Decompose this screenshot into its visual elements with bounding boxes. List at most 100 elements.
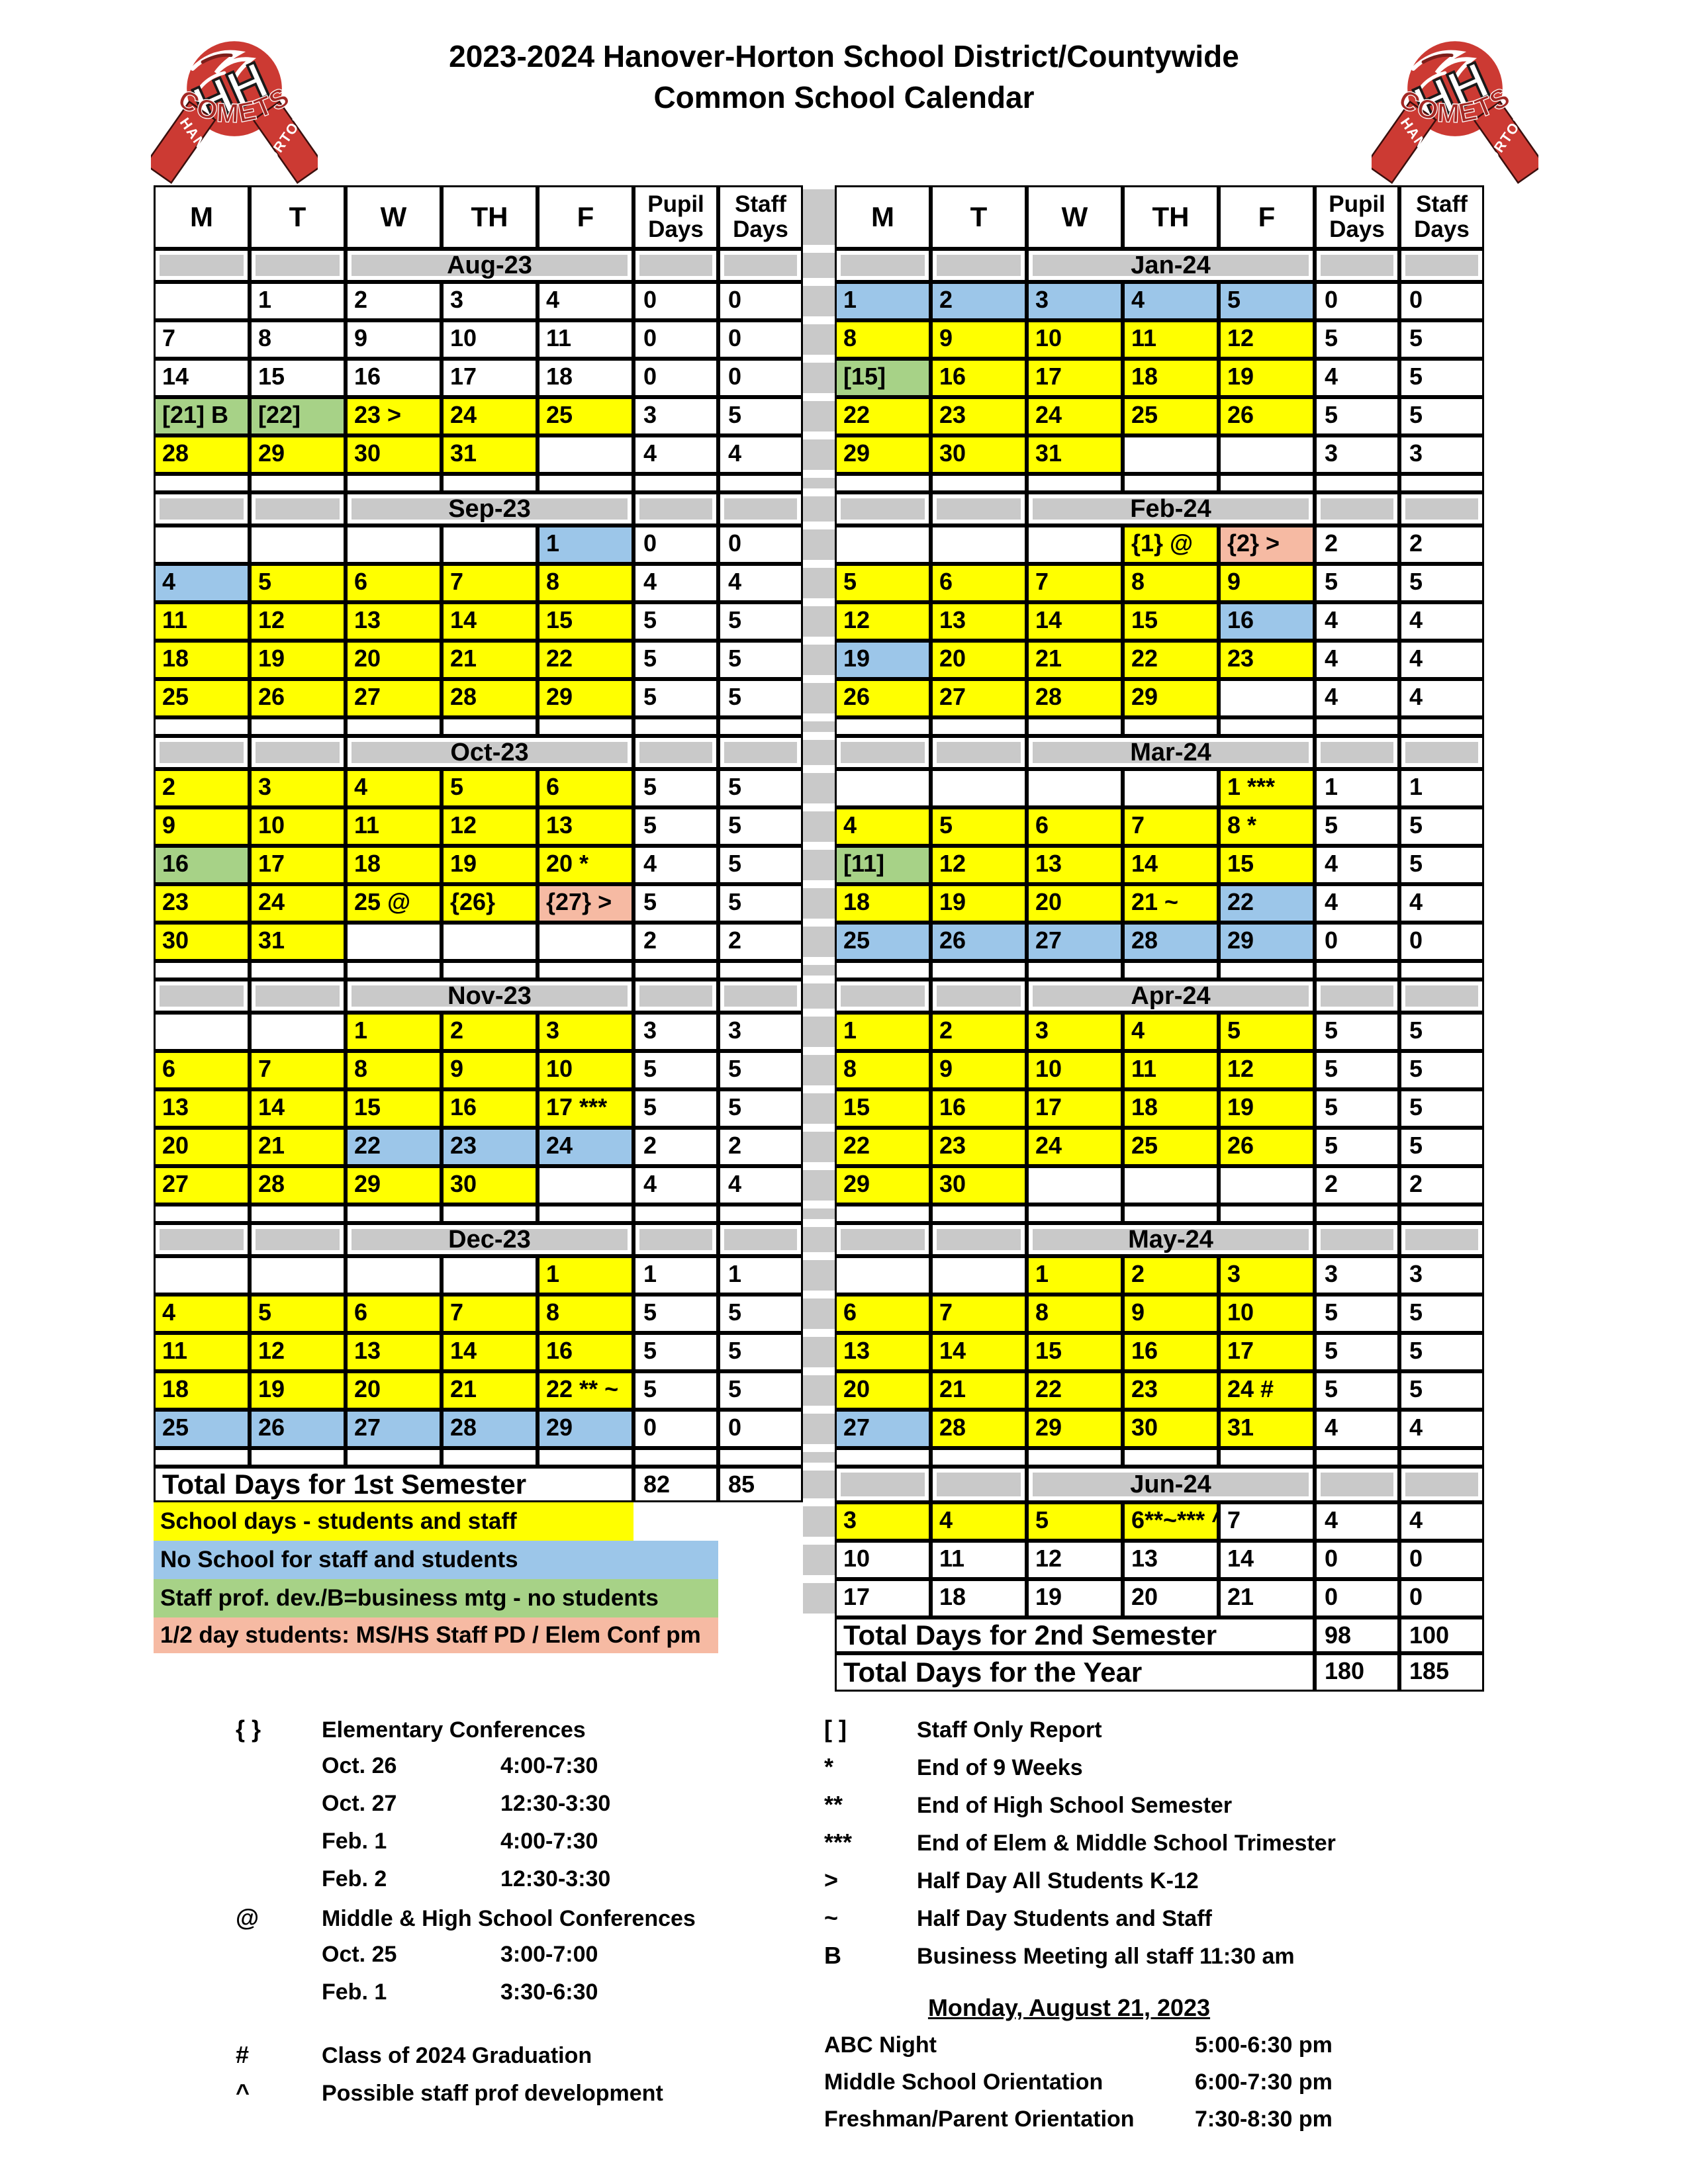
day-cell: 23 [931, 397, 1027, 435]
month-band-label: Dec-23 [346, 1223, 633, 1256]
spacer-cell [538, 1205, 633, 1223]
pupil-days-value: 5 [1315, 1128, 1399, 1166]
day-header-W: W [346, 185, 442, 249]
day-cell: 3 [1027, 282, 1123, 320]
day-cell [931, 525, 1027, 564]
spacer-cell [538, 961, 633, 979]
at-symbol: @ [236, 1904, 259, 1931]
day-cell: 18 [1123, 359, 1219, 397]
month-band [1399, 249, 1484, 282]
day-cell: 23 [442, 1128, 538, 1166]
day-cell: 5 [442, 769, 538, 807]
staff-days-value: 4 [718, 1166, 803, 1205]
day-cell: 31 [442, 435, 538, 474]
day-cell: 21 [250, 1128, 346, 1166]
day-cell [154, 1256, 250, 1295]
separator-cell [803, 1467, 835, 1502]
spacer-cell [718, 1205, 803, 1223]
tilde-symbol: ~ [824, 1904, 839, 1931]
pupil-days-value: 0 [633, 525, 718, 564]
month-band [1315, 1223, 1399, 1256]
spacer-cell [931, 717, 1027, 736]
greater-than-symbol: > [824, 1866, 839, 1893]
separator-cell [803, 1333, 835, 1371]
month-band [835, 1467, 931, 1502]
pupil-days-value: 1 [1315, 769, 1399, 807]
spacer-cell [1399, 961, 1484, 979]
pupil-days-value: 0 [633, 359, 718, 397]
day-cell: 23 [154, 884, 250, 923]
day-cell [931, 1256, 1027, 1295]
day-cell: 27 [835, 1410, 931, 1448]
day-cell: 13 [346, 602, 442, 641]
day-cell: 24 [1027, 397, 1123, 435]
pupil-days-value: 5 [633, 679, 718, 717]
day-cell: 23 > [346, 397, 442, 435]
day-cell: 14 [1123, 846, 1219, 884]
spacer-cell [1123, 474, 1219, 492]
day-cell: 15 [1219, 846, 1315, 884]
day-cell: 29 [1219, 923, 1315, 961]
day-cell: 27 [1027, 923, 1123, 961]
spacer-cell [154, 1205, 250, 1223]
pupil-days-value: 0 [633, 320, 718, 359]
staff-days-value: 2 [718, 1128, 803, 1166]
spacer-cell [1219, 1448, 1315, 1467]
day-cell: 1 [538, 1256, 633, 1295]
conference-legend: { } Elementary Conferences Oct. 26 4:00-… [236, 1715, 818, 2116]
day-cell: 11 [931, 1541, 1027, 1579]
staff-days-value: 4 [718, 564, 803, 602]
color-key-half-day: 1/2 day students: MS/HS Staff PD / Elem … [154, 1617, 718, 1653]
event-row: Freshman/Parent Orientation 7:30-8:30 pm [824, 2107, 1333, 2132]
pupil-days-value: 4 [633, 846, 718, 884]
staff-days-value: 5 [1399, 1371, 1484, 1410]
day-cell: 2 [154, 769, 250, 807]
day-cell: 29 [1027, 1410, 1123, 1448]
day-cell: 30 [931, 1166, 1027, 1205]
day-cell: 17 [442, 359, 538, 397]
spacer-cell [154, 717, 250, 736]
staff-days-value: 5 [718, 1371, 803, 1410]
pupil-days-value: 4 [1315, 359, 1399, 397]
month-band [835, 736, 931, 769]
day-cell: 22 [1123, 641, 1219, 679]
day-cell: 14 [442, 602, 538, 641]
day-cell [442, 525, 538, 564]
day-cell: 20 [154, 1128, 250, 1166]
day-cell: 22 [538, 641, 633, 679]
day-cell: 8 * [1219, 807, 1315, 846]
staff-days-value: 5 [1399, 564, 1484, 602]
staff-days-value: 4 [1399, 641, 1484, 679]
spacer-cell [633, 961, 718, 979]
staff-days-value: 5 [718, 1089, 803, 1128]
spacer-cell [346, 1205, 442, 1223]
day-cell: 22 [835, 397, 931, 435]
legend-item: *** End of Elem & Middle School Trimeste… [824, 1829, 1336, 1856]
pupil-days-value: 1 [633, 1256, 718, 1295]
day-cell: 14 [154, 359, 250, 397]
events-heading: Monday, August 21, 2023 [927, 1994, 1211, 2021]
separator-cell [803, 1013, 835, 1051]
separator-cell [803, 525, 835, 564]
day-cell: 18 [346, 846, 442, 884]
day-header-W: W [1027, 185, 1123, 249]
day-cell: 30 [154, 923, 250, 961]
brackets-symbol: [ ] [824, 1715, 847, 1743]
day-cell: 25 [154, 679, 250, 717]
day-header-M: M [154, 185, 250, 249]
day-cell: 5 [931, 807, 1027, 846]
day-cell [1027, 769, 1123, 807]
staff-days-value: 3 [1399, 435, 1484, 474]
day-cell: {26} [442, 884, 538, 923]
day-cell [346, 923, 442, 961]
day-cell: 14 [1219, 1541, 1315, 1579]
spacer-cell [442, 1205, 538, 1223]
day-cell: 11 [1123, 320, 1219, 359]
month-band-label: Sep-23 [346, 492, 633, 525]
legend-graduation: # Class of 2024 Graduation [236, 2041, 592, 2068]
day-cell: 1 [538, 525, 633, 564]
spacer-cell [538, 474, 633, 492]
staff-days-value: 4 [718, 435, 803, 474]
day-cell: 13 [346, 1333, 442, 1371]
day-cell: 12 [835, 602, 931, 641]
